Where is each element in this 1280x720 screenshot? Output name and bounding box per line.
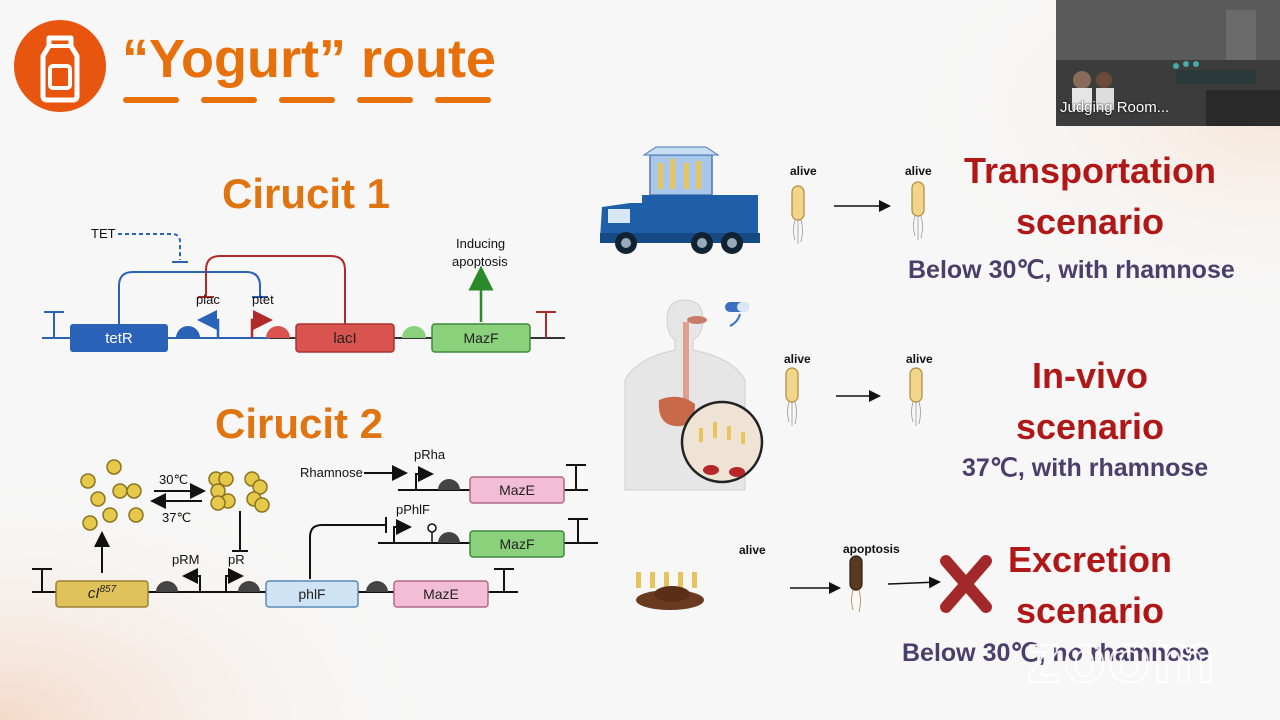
- state-label: apoptosis: [843, 542, 900, 556]
- gene-phlF-label: phlF: [266, 586, 358, 602]
- gene-cI857-label: cI857: [56, 584, 148, 602]
- state-label: alive: [739, 543, 766, 557]
- truck-icon: [598, 145, 763, 260]
- scenario-invivo-title: In-vivo scenario: [930, 350, 1250, 452]
- state-label: alive: [790, 164, 817, 178]
- gene-tetR-label: tetR: [70, 330, 168, 347]
- scenario-transport-title: Transportation scenario: [930, 145, 1250, 247]
- tet-label: TET: [91, 226, 116, 241]
- circuit2-title: Cirucit 2: [215, 400, 383, 448]
- pRha-label: pRha: [414, 447, 445, 462]
- cell-cluster-aggregated: [209, 472, 269, 512]
- temp-30-label: 30℃: [159, 472, 188, 488]
- title-underline: [122, 94, 502, 106]
- bacterium-icon: [912, 182, 924, 240]
- participant-name: Judging Room...: [1060, 99, 1169, 116]
- cell-cluster-dispersed: [81, 460, 143, 530]
- bacterium-icon: [910, 368, 922, 426]
- terminator-left: [44, 312, 64, 338]
- state-label: alive: [905, 164, 932, 178]
- bacterium-icon: [786, 368, 798, 426]
- bacterium-icon: [792, 186, 804, 244]
- gene-mazF-label: MazF: [432, 330, 530, 346]
- milk-bottle-icon: [12, 18, 108, 114]
- state-label: alive: [906, 352, 933, 366]
- gene-mazE-bottom-label: MazE: [394, 586, 488, 602]
- inducing-label: Inducing: [456, 236, 505, 251]
- state-label: alive: [784, 352, 811, 366]
- pPhlF-label: pPhlF: [396, 502, 430, 517]
- slide-title: “Yogurt” route: [122, 28, 496, 90]
- pill-icon: [722, 298, 752, 328]
- scenario-invivo-condition: 37℃, with rhamnose: [962, 453, 1208, 483]
- gene-lacI-label: lacI: [296, 330, 394, 347]
- pR-label: pR: [228, 552, 245, 567]
- zoom-watermark: zoom: [1026, 618, 1217, 698]
- pRM-label: pRM: [172, 552, 199, 567]
- ptet-label: ptet: [252, 292, 274, 307]
- apoptosis-label: apoptosis: [452, 254, 508, 269]
- scenario-transport-condition: Below 30℃, with rhamnose: [908, 255, 1235, 285]
- gene-mazF-c2-label: MazF: [470, 536, 564, 552]
- gene-mazE-top-label: MazE: [470, 482, 564, 498]
- plac-label: plac: [196, 292, 220, 307]
- temp-37-label: 37℃: [162, 510, 191, 526]
- rhamnose-label: Rhamnose: [300, 465, 363, 480]
- feces-icon: [620, 570, 715, 615]
- circuit1-title: Cirucit 1: [222, 170, 390, 218]
